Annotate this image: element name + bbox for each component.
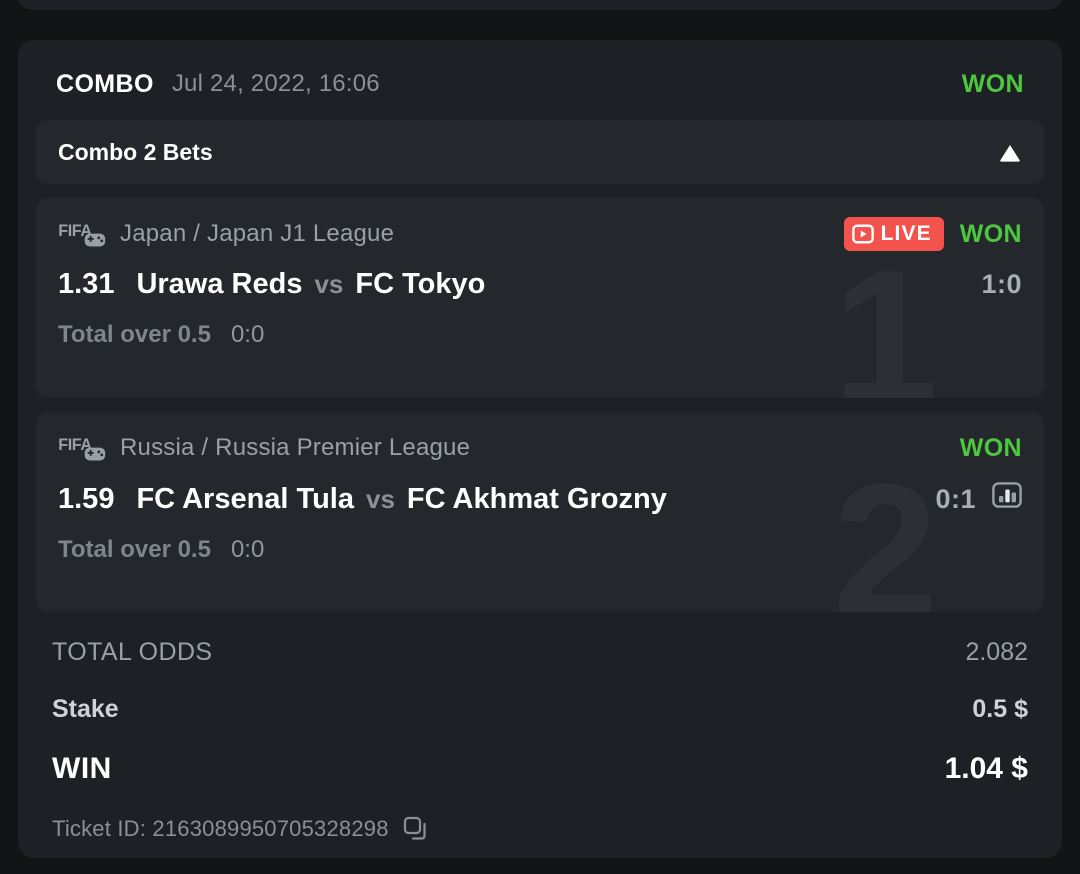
bet-status-badge: WON xyxy=(959,219,1022,248)
team-away: FC Akhmat Grozny xyxy=(406,483,667,515)
total-odds-value: 2.082 xyxy=(965,638,1028,666)
svg-text:FIFA: FIFA xyxy=(58,436,92,454)
bet-main-line: 1.31 Urawa Reds vs FC Tokyo 1:0 xyxy=(58,268,1022,301)
combo-title: Combo 2 Bets xyxy=(58,138,213,165)
total-odds-label: TOTAL ODDS xyxy=(52,638,213,666)
bet-market-line: Total over 0.5 0:0 xyxy=(58,536,1022,564)
bet-market-name: Total over 0.5 xyxy=(58,536,211,563)
bet-row[interactable]: 1 FIFA Japan / Japan J1 League xyxy=(36,198,1044,398)
ticket-status-badge: WON xyxy=(961,69,1024,98)
bet-status-badge: WON xyxy=(959,433,1022,462)
ticket-header: COMBO Jul 24, 2022, 16:06 WON xyxy=(36,62,1044,106)
total-odds-row: TOTAL ODDS 2.082 xyxy=(52,638,1028,667)
combo-toggle-bar[interactable]: Combo 2 Bets xyxy=(36,120,1044,184)
bet-market-score: 0:0 xyxy=(230,536,265,563)
play-icon xyxy=(851,223,874,245)
previous-ticket-card-sliver[interactable] xyxy=(18,0,1062,10)
bet-row[interactable]: 2 FIFA Russia / Russia Premier League WO… xyxy=(36,412,1044,612)
bet-index-watermark: 2 xyxy=(832,445,938,612)
team-away: FC Tokyo xyxy=(355,268,486,300)
bet-score: 0:1 xyxy=(935,484,976,514)
bet-league-name: Russia / Russia Premier League xyxy=(120,434,471,461)
vs-separator: vs xyxy=(366,484,395,514)
ticket-id-label: Ticket ID: 2163089950705328298 xyxy=(52,816,389,841)
bet-market-line: Total over 0.5 0:0 xyxy=(58,321,1022,349)
ticket-summary: TOTAL ODDS 2.082 Stake 0.5 $ WIN 1.04 $ … xyxy=(36,638,1044,842)
stake-row: Stake 0.5 $ xyxy=(52,695,1028,724)
bet-market-name: Total over 0.5 xyxy=(58,321,211,348)
live-badge[interactable]: LIVE xyxy=(843,217,944,251)
ticket-id-row[interactable]: Ticket ID: 2163089950705328298 xyxy=(52,816,1028,842)
ticket-date: Jul 24, 2022, 16:06 xyxy=(171,70,380,97)
fifa-icon: FIFA xyxy=(58,220,108,249)
fifa-icon: FIFA xyxy=(58,434,108,463)
bet-league-line: FIFA Russia / Russia Premier League WON xyxy=(58,432,1022,464)
stake-label: Stake xyxy=(52,695,119,723)
bet-score: 1:0 xyxy=(981,269,1022,299)
bet-odds: 1.31 xyxy=(58,268,115,300)
bet-market-score: 0:0 xyxy=(230,321,265,348)
stake-value: 0.5 $ xyxy=(972,695,1028,723)
team-home: FC Arsenal Tula xyxy=(136,483,354,515)
svg-text:FIFA: FIFA xyxy=(58,222,92,240)
ticket-card: COMBO Jul 24, 2022, 16:06 WON Combo 2 Be… xyxy=(18,40,1062,858)
ticket-type-label: COMBO xyxy=(56,69,154,98)
copy-icon[interactable] xyxy=(389,816,429,842)
bet-index-watermark: 1 xyxy=(832,231,938,398)
chevron-up-icon[interactable] xyxy=(998,141,1022,163)
team-home: Urawa Reds xyxy=(136,268,303,300)
win-row: WIN 1.04 $ xyxy=(52,752,1028,786)
win-value: 1.04 $ xyxy=(944,752,1028,785)
bet-odds: 1.59 xyxy=(58,483,115,515)
bar-chart-icon[interactable] xyxy=(976,482,1022,508)
win-label: WIN xyxy=(52,752,112,785)
vs-separator: vs xyxy=(314,269,344,299)
live-badge-label: LIVE xyxy=(880,222,932,245)
bet-league-line: FIFA Japan / Japan J1 League xyxy=(58,217,1022,251)
bet-league-name: Japan / Japan J1 League xyxy=(120,220,395,247)
bet-main-line: 1.59 FC Arsenal Tula vs FC Akhmat Grozny… xyxy=(58,482,1022,516)
